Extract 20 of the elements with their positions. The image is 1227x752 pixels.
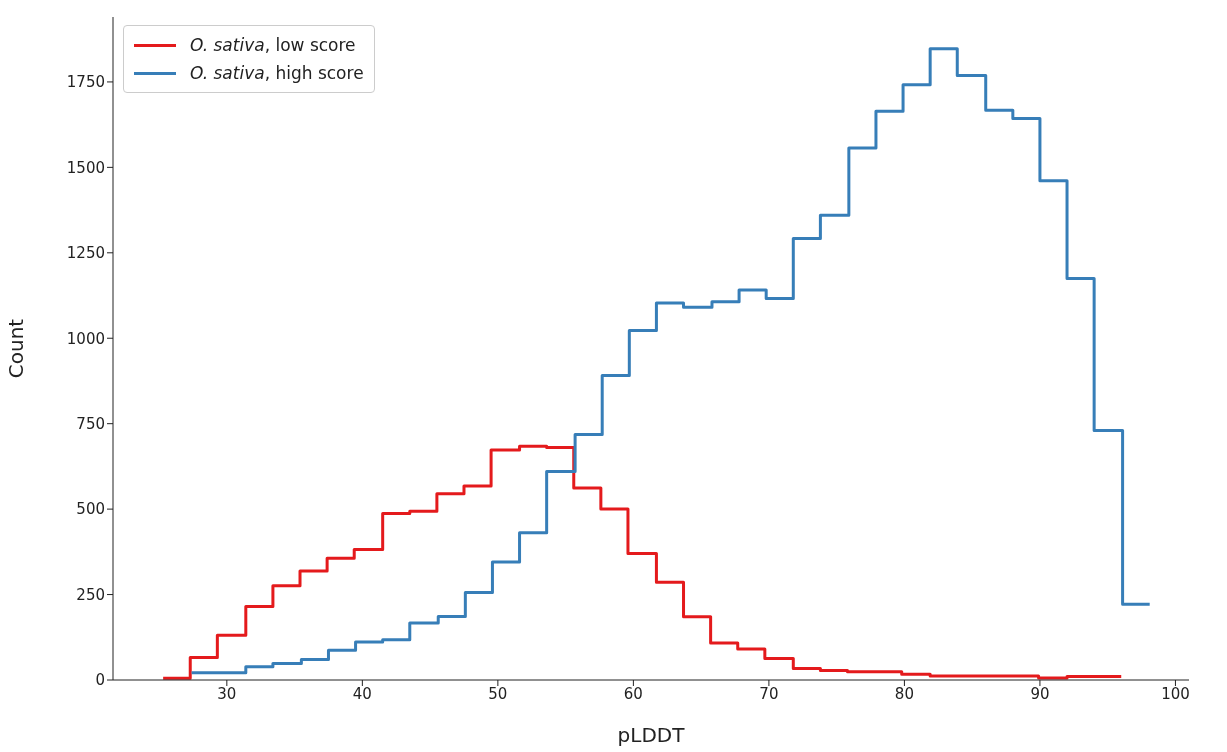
x-tick-label: 100 [1161, 684, 1190, 703]
legend-label: O. sativa, low score [190, 34, 356, 57]
y-axis-title: Count [4, 318, 29, 379]
y-tick-label: 1750 [66, 73, 105, 92]
y-tick-label: 1500 [66, 158, 105, 177]
x-tick-label: 30 [217, 684, 237, 703]
y-tick-label: 500 [76, 500, 105, 519]
y-tick-label: 250 [76, 585, 105, 604]
x-tick-label: 60 [623, 684, 643, 703]
x-tick-label: 80 [894, 684, 914, 703]
legend-label: O. sativa, high score [190, 62, 364, 85]
y-tick-label: 750 [76, 415, 105, 434]
x-tick-label: 50 [488, 684, 508, 703]
y-tick-label: 1250 [66, 244, 105, 263]
x-tick-label: 70 [759, 684, 779, 703]
y-tick-label: 1000 [66, 329, 105, 348]
x-axis-title: pLDDT [617, 723, 686, 747]
x-tick-label: 40 [352, 684, 372, 703]
y-tick-label: 0 [95, 671, 105, 690]
x-tick-label: 90 [1030, 684, 1050, 703]
